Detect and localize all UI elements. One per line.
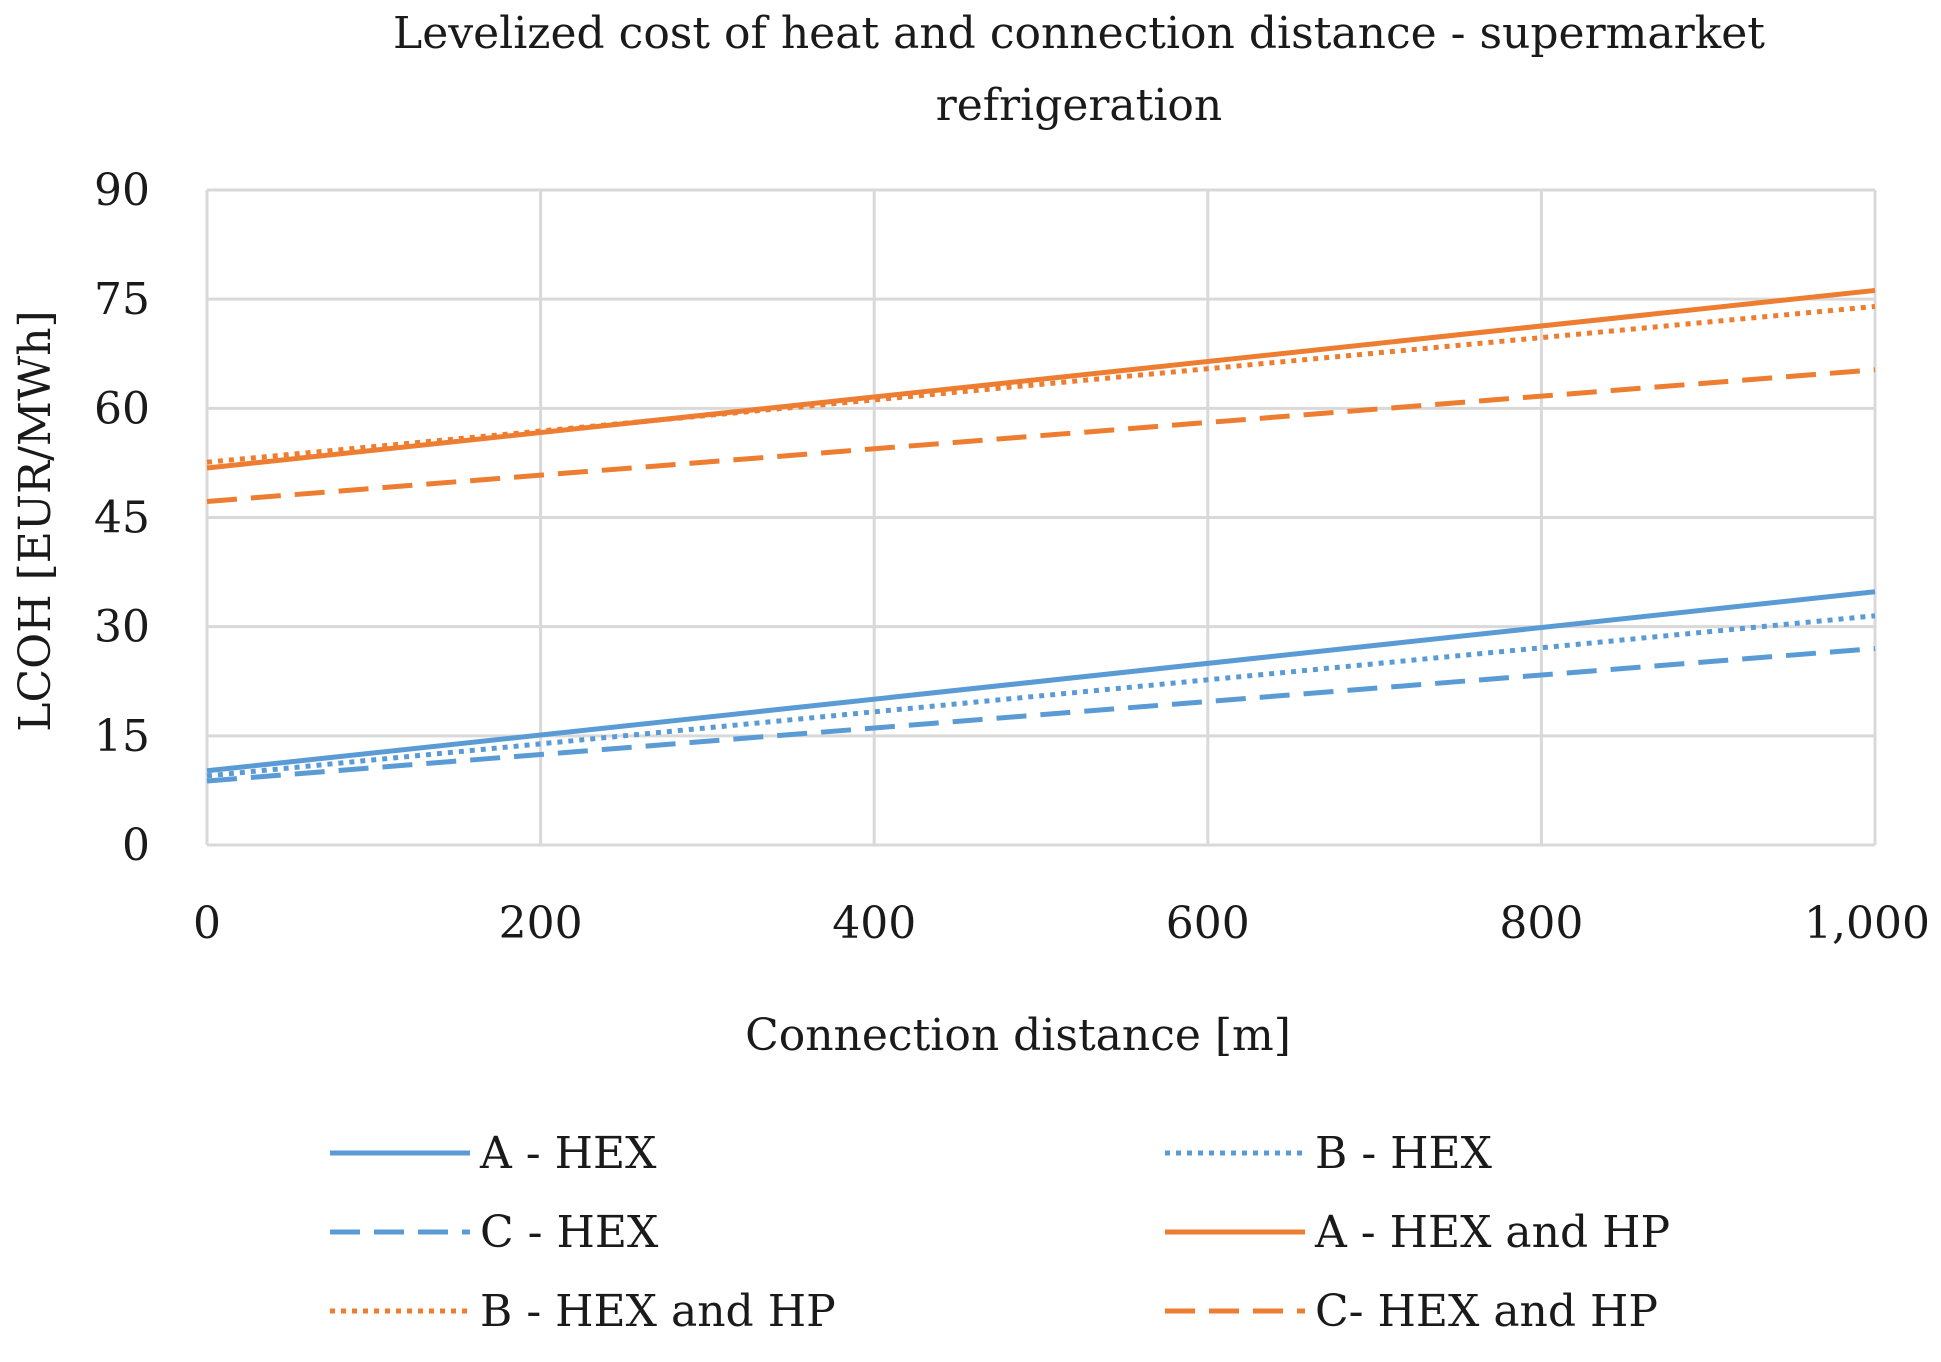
x-tick-label: 0: [193, 898, 221, 949]
legend-label: C - HEX: [480, 1207, 659, 1258]
x-tick-label: 200: [499, 898, 583, 949]
chart-title: Levelized cost of heat and connection di…: [393, 8, 1765, 131]
y-tick-label: 30: [94, 602, 150, 653]
y-tick-label: 15: [94, 711, 150, 762]
legend-item: C - HEX: [330, 1207, 659, 1258]
series-line-c-hex-and-hp: [206, 367, 1876, 504]
series-line-b-hex-and-hp: [206, 303, 1876, 465]
series-line-b-hex: [206, 613, 1876, 779]
legend-label: A - HEX and HP: [1314, 1207, 1670, 1258]
plot-series: [206, 287, 1876, 784]
legend-label: B - HEX: [1315, 1128, 1493, 1179]
y-tick-label: 90: [94, 165, 150, 216]
legend-item: A - HEX: [330, 1128, 657, 1179]
legend-item: A - HEX and HP: [1165, 1207, 1670, 1258]
gridlines: [205, 188, 1877, 847]
legend: A - HEX B - HEX C - HEX A - HEX and HP B - H…: [330, 1128, 1670, 1337]
legend-label: C- HEX and HP: [1315, 1286, 1658, 1337]
y-axis-title: LCOH [EUR/MWh]: [10, 310, 61, 731]
x-tick-label: 800: [1499, 898, 1583, 949]
x-tick-label: 400: [832, 898, 916, 949]
x-axis-title: Connection distance [m]: [745, 1010, 1291, 1061]
legend-label: B - HEX and HP: [480, 1286, 836, 1337]
chart-title-line-2: refrigeration: [936, 80, 1223, 131]
y-tick-label: 75: [94, 274, 150, 325]
y-tick-label: 60: [94, 383, 150, 434]
y-tick-label: 45: [94, 493, 150, 544]
legend-item: B - HEX and HP: [330, 1286, 836, 1337]
legend-label: A - HEX: [479, 1128, 657, 1179]
y-axis-tick-labels: 0 15 30 45 60 75 90: [94, 165, 150, 871]
series-line-c-hex: [206, 646, 1876, 784]
x-tick-label: 1,000: [1804, 898, 1930, 949]
series-line-a-hex-and-hp: [206, 287, 1876, 471]
x-axis-tick-labels: 0 200 400 600 800 1,000: [193, 898, 1930, 949]
y-tick-label: 0: [122, 820, 150, 871]
series-line-a-hex: [206, 589, 1876, 774]
legend-item: C- HEX and HP: [1165, 1286, 1658, 1337]
x-tick-label: 600: [1166, 898, 1250, 949]
legend-item: B - HEX: [1165, 1128, 1493, 1179]
chart-title-line-1: Levelized cost of heat and connection di…: [393, 8, 1765, 59]
